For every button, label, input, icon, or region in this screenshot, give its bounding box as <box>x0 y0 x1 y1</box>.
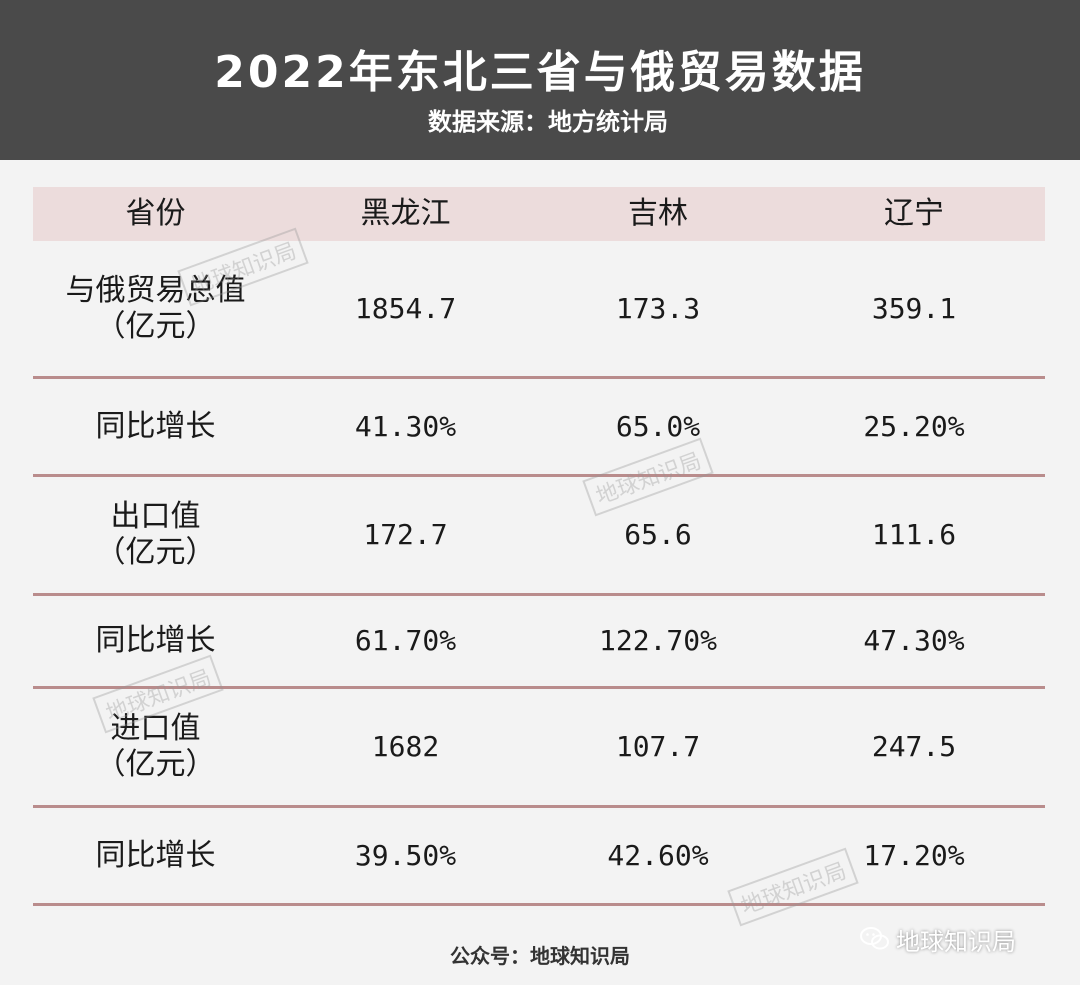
value-jilin: 65.0% <box>615 409 701 443</box>
value-jilin: 173.3 <box>615 291 701 325</box>
row-label: 进口值 （亿元） <box>33 711 278 783</box>
data-source: 数据来源：地方统计局 <box>428 108 668 136</box>
trade-table: 省份 黑龙江 吉林 辽宁 与俄贸易总值 （亿元） 1854.7 173.3 35… <box>33 187 1045 906</box>
value-liaoning: 25.20% <box>863 409 965 443</box>
value-jilin: 65.6 <box>624 518 692 551</box>
row-label: 同比增长 <box>95 408 216 444</box>
value-heilongjiang: 172.7 <box>363 518 448 551</box>
row-label: 同比增长 <box>95 623 216 658</box>
value-heilongjiang: 1854.7 <box>354 291 457 325</box>
value-heilongjiang: 39.50% <box>354 838 457 872</box>
table-row: 与俄贸易总值 （亿元） 1854.7 173.3 359.1 <box>33 241 1045 379</box>
value-jilin: 122.70% <box>598 624 717 657</box>
row-label: 出口值 （亿元） <box>33 499 278 571</box>
value-heilongjiang: 61.70% <box>354 624 457 657</box>
value-jilin: 107.7 <box>615 730 701 763</box>
row-label-line2: （亿元） <box>95 747 216 782</box>
table-row: 同比增长 61.70% 122.70% 47.30% <box>33 596 1045 689</box>
column-header-liaoning: 辽宁 <box>884 196 944 231</box>
table-row: 出口值 （亿元） 172.7 65.6 111.6 <box>33 477 1045 596</box>
table-row: 同比增长 39.50% 42.60% 17.20% <box>33 808 1045 906</box>
row-label-line1: 进口值 <box>110 711 201 746</box>
row-label-line2: （亿元） <box>95 308 216 344</box>
header-banner: 2022年东北三省与俄贸易数据 数据来源：地方统计局 <box>0 0 1080 160</box>
row-label: 同比增长 <box>95 837 216 873</box>
value-liaoning: 359.1 <box>871 291 957 325</box>
column-header-province: 省份 <box>125 196 186 231</box>
row-label-line1: 出口值 <box>110 499 201 534</box>
page-title: 2022年东北三省与俄贸易数据 <box>214 47 866 98</box>
table-row: 同比增长 41.30% 65.0% 25.20% <box>33 379 1045 477</box>
value-jilin: 42.60% <box>607 838 709 872</box>
row-label-line1: 与俄贸易总值 <box>65 272 246 308</box>
value-liaoning: 111.6 <box>871 518 957 551</box>
value-heilongjiang: 41.30% <box>354 409 457 443</box>
wechat-icon <box>860 927 889 950</box>
footer-account: 公众号：地球知识局 <box>450 944 630 968</box>
value-liaoning: 247.5 <box>871 730 957 763</box>
row-label-line2: （亿元） <box>95 535 216 570</box>
row-label: 与俄贸易总值 （亿元） <box>33 273 278 345</box>
table-row: 进口值 （亿元） 1682 107.7 247.5 <box>33 689 1045 808</box>
value-liaoning: 47.30% <box>863 624 965 657</box>
table-header-row: 省份 黑龙江 吉林 辽宁 <box>33 187 1045 241</box>
column-header-jilin: 吉林 <box>628 196 688 231</box>
value-liaoning: 17.20% <box>863 838 965 872</box>
wechat-account-name: 地球知识局 <box>896 927 1016 956</box>
value-heilongjiang: 1682 <box>371 730 440 763</box>
column-header-heilongjiang: 黑龙江 <box>360 196 451 231</box>
wechat-badge: 地球知识局 <box>860 924 1016 956</box>
